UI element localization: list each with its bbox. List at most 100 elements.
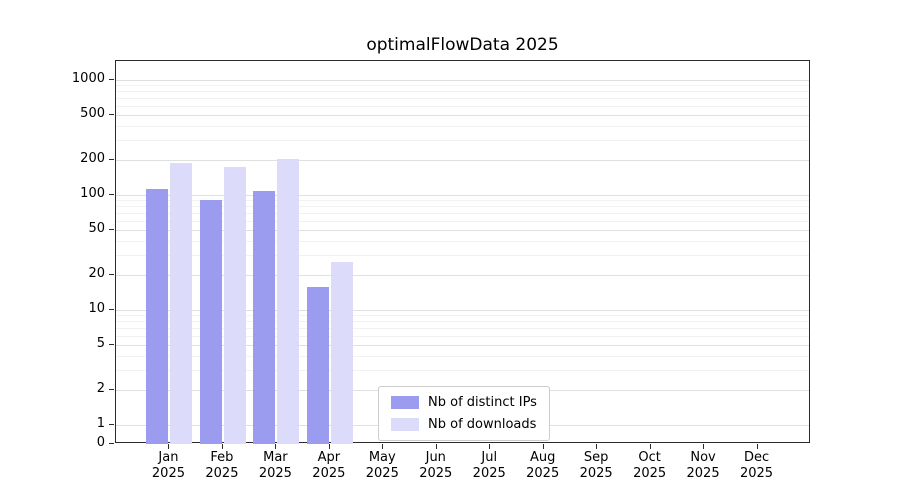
x-tick-label-jun: Jun 2025	[408, 450, 464, 482]
legend: Nb of distinct IPs Nb of downloads	[378, 386, 550, 441]
x-tick-year: 2025	[472, 466, 506, 481]
x-tick-label-dec: Dec 2025	[729, 450, 785, 482]
major-gridline	[116, 275, 809, 277]
x-tick-mark	[435, 444, 437, 449]
x-tick-month: Jul	[481, 450, 498, 465]
bar-nb-of-downloads-jan	[170, 162, 193, 444]
x-tick-month: Feb	[210, 450, 234, 465]
x-tick-month: Jan	[158, 450, 179, 465]
minor-gridline	[116, 315, 809, 317]
x-tick-label-feb: Feb 2025	[194, 450, 250, 482]
x-tick-label-mar: Mar 2025	[247, 450, 303, 482]
x-tick-mark	[649, 444, 651, 449]
x-tick-month: Oct	[638, 450, 661, 465]
minor-gridline	[116, 125, 809, 127]
y-tick-mark	[109, 443, 114, 444]
y-tick-label-200: 200	[80, 151, 105, 167]
minor-gridline	[116, 97, 809, 99]
minor-gridline	[116, 335, 809, 337]
minor-gridline	[116, 370, 809, 372]
y-tick-label-20: 20	[88, 266, 105, 282]
x-tick-month: Jun	[425, 450, 446, 465]
y-tick-label-1000: 1000	[71, 71, 105, 86]
bar-nb-of-downloads-mar	[277, 159, 300, 444]
y-tick-mark	[109, 343, 114, 345]
y-tick-label-1: 1	[96, 416, 105, 431]
major-gridline	[116, 229, 809, 231]
major-gridline	[116, 160, 809, 162]
x-tick-label-apr: Apr 2025	[301, 450, 357, 482]
x-tick-mark	[489, 444, 491, 449]
x-tick-year: 2025	[419, 466, 453, 481]
x-tick-mark	[221, 444, 223, 449]
x-tick-mark	[382, 444, 384, 449]
x-tick-mark	[756, 444, 758, 449]
plot-area: Nb of distinct IPs Nb of downloads	[115, 60, 810, 444]
y-tick-mark	[109, 424, 114, 425]
y-tick-mark	[109, 194, 114, 195]
major-gridline	[116, 195, 809, 196]
y-tick-label-500: 500	[80, 105, 105, 121]
bar-nb-of-downloads-feb	[223, 167, 246, 444]
bar-nb-of-distinct-ips-feb	[199, 200, 222, 444]
x-tick-year: 2025	[365, 466, 399, 481]
minor-gridline	[116, 240, 809, 242]
x-tick-month: Nov	[690, 450, 716, 465]
major-gridline	[116, 114, 809, 116]
bar-nb-of-distinct-ips-jan	[146, 188, 169, 444]
x-tick-year: 2025	[312, 466, 346, 481]
x-tick-year: 2025	[739, 466, 774, 481]
y-tick-label-5: 5	[96, 335, 105, 351]
legend-item-nb-of-downloads: Nb of downloads	[391, 417, 537, 432]
x-tick-month: May	[368, 450, 396, 465]
minor-gridline	[116, 255, 809, 257]
x-tick-year: 2025	[151, 466, 185, 481]
minor-gridline	[116, 85, 809, 87]
legend-item-nb-of-distinct-ips: Nb of distinct IPs	[391, 395, 537, 410]
y-tick-label-10: 10	[88, 301, 105, 316]
x-tick-mark	[542, 444, 544, 449]
legend-label-nb-of-distinct-ips: Nb of distinct IPs	[428, 395, 537, 410]
minor-gridline	[116, 220, 809, 222]
minor-gridline	[116, 321, 809, 323]
x-tick-month: Aug	[529, 450, 556, 465]
x-tick-mark	[703, 444, 705, 449]
major-gridline	[116, 80, 809, 81]
x-tick-mark	[596, 444, 598, 449]
x-tick-mark	[328, 444, 330, 449]
y-tick-mark	[109, 79, 114, 80]
x-tick-label-jul: Jul 2025	[461, 450, 517, 482]
chart-title: optimalFlowData 2025	[366, 35, 559, 55]
x-tick-year: 2025	[205, 466, 239, 481]
y-tick-label-2: 2	[96, 381, 105, 397]
x-tick-label-sep: Sep 2025	[568, 450, 624, 482]
y-tick-mark	[109, 389, 114, 391]
legend-swatch-nb-of-downloads	[391, 418, 419, 431]
x-tick-month: Mar	[263, 450, 288, 465]
x-tick-label-jan: Jan 2025	[140, 450, 196, 482]
major-gridline	[116, 344, 809, 346]
x-tick-label-aug: Aug 2025	[515, 450, 571, 482]
y-tick-label-50: 50	[88, 220, 105, 236]
major-gridline	[116, 310, 809, 311]
x-tick-year: 2025	[258, 466, 292, 481]
x-tick-label-oct: Oct 2025	[622, 450, 678, 482]
y-tick-mark	[109, 309, 114, 310]
minor-gridline	[116, 105, 809, 107]
minor-gridline	[116, 206, 809, 208]
minor-gridline	[116, 140, 809, 142]
minor-gridline	[116, 91, 809, 93]
y-tick-mark	[109, 113, 114, 115]
minor-gridline	[116, 355, 809, 357]
minor-gridline	[116, 200, 809, 202]
x-tick-month: Apr	[317, 450, 341, 465]
minor-gridline	[116, 212, 809, 214]
x-tick-label-nov: Nov 2025	[675, 450, 731, 482]
y-tick-mark	[109, 228, 114, 230]
bar-nb-of-distinct-ips-apr	[306, 286, 329, 444]
x-tick-mark	[275, 444, 277, 449]
legend-swatch-nb-of-distinct-ips	[391, 396, 419, 409]
y-tick-label-100: 100	[80, 186, 105, 201]
x-tick-year: 2025	[633, 466, 667, 481]
